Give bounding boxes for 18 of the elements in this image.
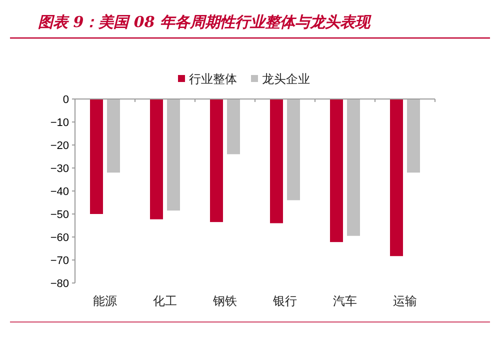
x-tick-label: 汽车 [333,294,357,308]
y-tick-label: −40 [50,186,69,198]
y-tick-label: −10 [50,117,69,129]
legend-label: 龙头企业 [262,72,310,86]
y-tick-label: −70 [50,255,69,267]
y-tick-label: −80 [50,278,69,290]
legend-label: 行业整体 [189,72,237,86]
x-tick-label: 运输 [393,294,417,308]
y-tick-label: −60 [50,232,69,244]
y-tick-label: 0 [62,94,69,106]
x-tick-label: 银行 [272,294,297,308]
x-tick-label: 能源 [93,294,117,308]
y-tick-label: −20 [50,140,69,152]
y-tick-label: −50 [50,209,69,221]
y-tick-label: −30 [50,163,69,175]
x-tick-label: 钢铁 [212,294,237,308]
x-tick-label: 化工 [153,294,177,308]
chart-title: 图表 9：美国 08 年各周期性行业整体与龙头表现 [38,13,372,31]
